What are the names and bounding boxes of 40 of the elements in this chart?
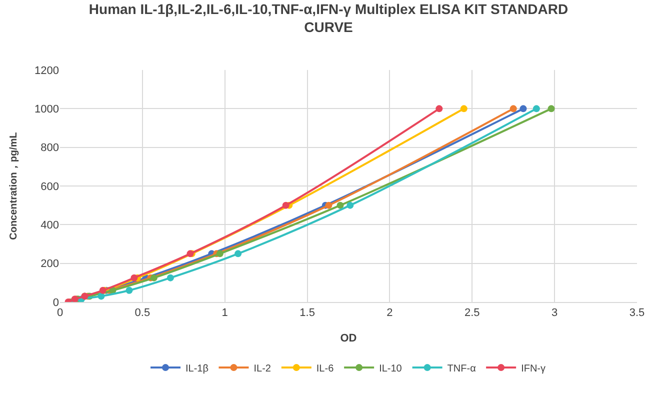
legend-label: IL-6: [316, 363, 334, 374]
y-tick-label: 600: [40, 180, 59, 193]
point: [234, 250, 242, 258]
chart-title: Human IL-1β,IL-2,IL-6,IL-10,TNF-α,IFN-γ Multiplex ELISA KIT STANDARD CURVE: [88, 0, 568, 35]
point: [126, 286, 133, 294]
point: [216, 250, 224, 258]
x-tick-label: 1.5: [300, 307, 315, 320]
point: [436, 105, 443, 112]
y-axis-title: Concentration，pg/mL: [8, 132, 20, 240]
point: [166, 274, 174, 282]
x-tick-label: 2.5: [464, 307, 480, 320]
point: [510, 105, 517, 112]
point: [98, 292, 105, 300]
point: [520, 105, 527, 112]
x-tick-label: 2: [386, 307, 393, 320]
point: [325, 202, 332, 209]
point: [282, 202, 290, 209]
point: [532, 105, 540, 112]
y-tick-label: 400: [40, 220, 59, 232]
legend-label: IFN-γ: [521, 363, 546, 374]
x-tick-label: 1: [222, 307, 228, 320]
point: [336, 202, 344, 209]
point: [460, 105, 468, 112]
x-tick-label: 3: [552, 307, 558, 320]
y-tick-label: 200: [40, 258, 59, 270]
x-tick-label: 3.5: [629, 307, 645, 320]
legend-label: IL-10: [379, 363, 402, 374]
legend-label: IL-2: [254, 363, 272, 374]
point: [130, 274, 138, 282]
point: [150, 274, 158, 282]
y-tick-label: 1000: [34, 104, 59, 116]
y-tick-label: 800: [40, 142, 59, 154]
legend-label: TNF-α: [447, 363, 476, 374]
point: [346, 202, 354, 209]
legend-label: IL-1β: [186, 363, 209, 374]
x-tick-label: 0.5: [134, 307, 150, 320]
y-tick-label: 1200: [34, 64, 59, 77]
x-axis-title: OD: [340, 332, 357, 344]
y-tick-label: 0: [52, 296, 59, 309]
point: [548, 105, 555, 112]
